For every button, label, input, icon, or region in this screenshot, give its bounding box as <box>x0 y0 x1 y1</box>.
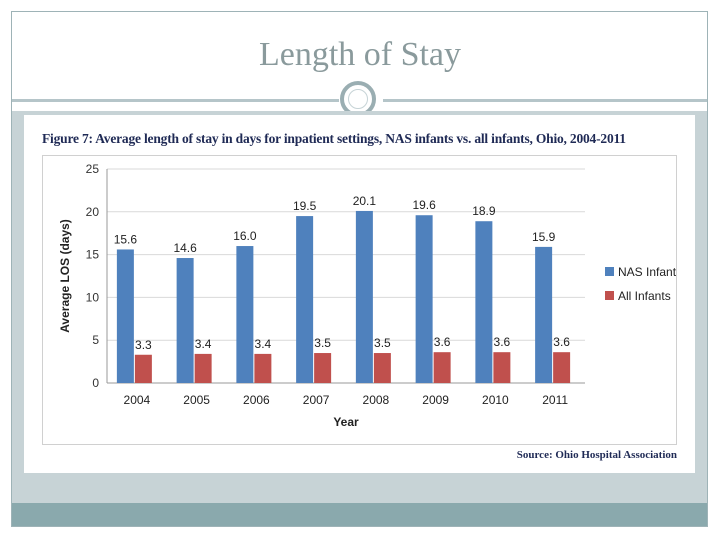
nas-bar <box>355 210 373 383</box>
legend-swatch <box>605 291 614 300</box>
x-tick-label: 2011 <box>542 393 568 407</box>
figure-source: Source: Ohio Hospital Association <box>516 449 677 461</box>
data-label: 19.6 <box>412 198 436 212</box>
ring-inner-icon <box>348 89 368 109</box>
figure: Figure 7: Average length of stay in days… <box>24 115 695 473</box>
legend-label: All Infants <box>618 289 671 303</box>
data-label: 15.9 <box>532 230 556 244</box>
title-rule-left <box>12 99 339 102</box>
nas-bar <box>116 249 134 383</box>
slide-title: Length of Stay <box>258 36 462 73</box>
x-tick-label: 2010 <box>482 393 509 407</box>
all-bar <box>493 352 511 383</box>
x-tick-label: 2004 <box>124 393 151 407</box>
all-bar <box>433 352 451 383</box>
nas-bar <box>475 221 493 383</box>
all-bar <box>254 353 272 383</box>
nas-bar <box>176 258 194 383</box>
y-tick-label: 20 <box>86 205 100 219</box>
x-axis-title: Year <box>333 415 359 429</box>
legend-label: NAS Infants <box>618 265 676 279</box>
figure-caption: Figure 7: Average length of stay in days… <box>42 131 626 146</box>
data-label: 3.4 <box>255 337 272 351</box>
nas-bar <box>535 246 553 383</box>
data-label: 16.0 <box>233 229 257 243</box>
all-bar <box>314 353 332 383</box>
data-label: 3.5 <box>314 336 331 350</box>
y-tick-label: 25 <box>86 162 100 176</box>
data-label: 15.6 <box>114 232 138 246</box>
data-label: 3.4 <box>195 337 212 351</box>
nas-bar <box>236 246 254 383</box>
all-bar <box>373 353 391 383</box>
y-tick-label: 10 <box>86 290 100 304</box>
data-label: 20.1 <box>353 194 377 208</box>
nas-bar <box>296 216 314 383</box>
x-tick-label: 2007 <box>303 393 330 407</box>
bar-chart: 0 5 10 15 20 25 2004 15.6 3.3 2005 14.6 3.4 2006 16.0… <box>58 162 682 429</box>
y-tick-label: 5 <box>92 333 99 347</box>
nas-bar <box>415 215 433 383</box>
data-label: 3.5 <box>374 336 391 350</box>
data-label: 3.3 <box>135 338 152 352</box>
data-label: 3.6 <box>494 335 511 349</box>
data-label: 3.6 <box>434 335 451 349</box>
data-label: 3.6 <box>553 335 570 349</box>
data-label: 14.6 <box>173 241 197 255</box>
title-rule-right <box>383 99 707 102</box>
y-axis-title: Average LOS (days) <box>58 219 72 333</box>
legend-swatch <box>605 267 614 276</box>
data-label: 18.9 <box>472 204 496 218</box>
all-bar <box>553 352 571 383</box>
x-tick-label: 2005 <box>183 393 210 407</box>
x-tick-label: 2009 <box>422 393 449 407</box>
x-tick-label: 2008 <box>363 393 390 407</box>
chart-box: 0 5 10 15 20 25 2004 15.6 3.3 2005 14.6 3.4 2006 16.0… <box>42 155 682 445</box>
all-bar <box>194 353 212 383</box>
all-bar <box>134 354 152 383</box>
y-tick-label: 15 <box>86 248 100 262</box>
y-tick-label: 0 <box>92 376 99 390</box>
x-tick-label: 2006 <box>243 393 270 407</box>
data-label: 19.5 <box>293 199 317 213</box>
footer-bar <box>12 503 707 526</box>
